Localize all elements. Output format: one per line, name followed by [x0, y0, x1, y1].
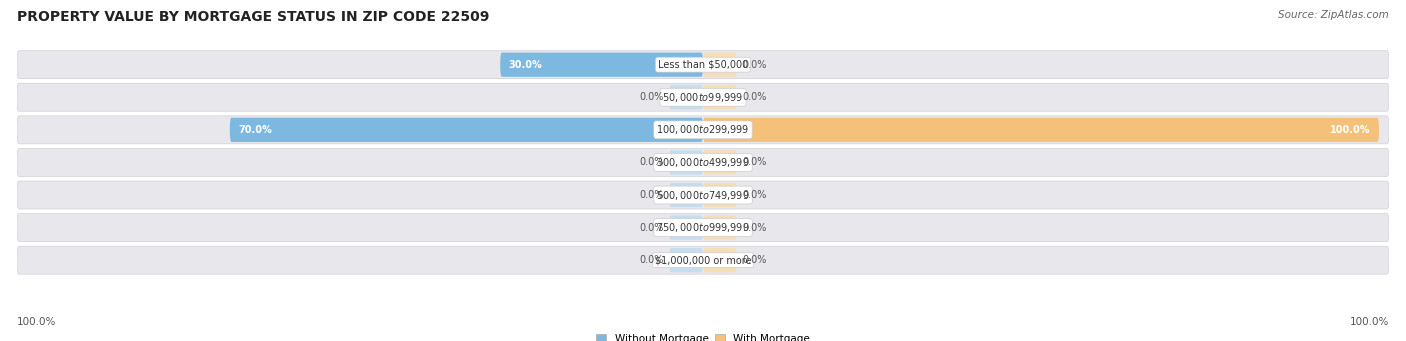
Text: 0.0%: 0.0%: [640, 92, 664, 102]
Text: $750,000 to $999,999: $750,000 to $999,999: [657, 221, 749, 234]
FancyBboxPatch shape: [703, 248, 737, 272]
FancyBboxPatch shape: [703, 216, 737, 240]
FancyBboxPatch shape: [703, 85, 737, 109]
Text: 0.0%: 0.0%: [742, 60, 766, 70]
FancyBboxPatch shape: [669, 216, 703, 240]
Text: $100,000 to $299,999: $100,000 to $299,999: [657, 123, 749, 136]
FancyBboxPatch shape: [669, 150, 703, 175]
Text: 0.0%: 0.0%: [640, 223, 664, 233]
Text: $50,000 to $99,999: $50,000 to $99,999: [662, 91, 744, 104]
FancyBboxPatch shape: [669, 248, 703, 272]
FancyBboxPatch shape: [703, 118, 1379, 142]
Text: 0.0%: 0.0%: [742, 158, 766, 167]
Text: 30.0%: 30.0%: [509, 60, 543, 70]
Text: $300,000 to $499,999: $300,000 to $499,999: [657, 156, 749, 169]
Text: 100.0%: 100.0%: [1330, 125, 1371, 135]
FancyBboxPatch shape: [703, 183, 737, 207]
FancyBboxPatch shape: [669, 183, 703, 207]
Text: 0.0%: 0.0%: [742, 92, 766, 102]
FancyBboxPatch shape: [229, 118, 703, 142]
Text: 100.0%: 100.0%: [17, 317, 56, 327]
Text: 0.0%: 0.0%: [742, 223, 766, 233]
Text: 70.0%: 70.0%: [238, 125, 271, 135]
FancyBboxPatch shape: [17, 214, 1389, 241]
Text: Source: ZipAtlas.com: Source: ZipAtlas.com: [1278, 10, 1389, 20]
Text: PROPERTY VALUE BY MORTGAGE STATUS IN ZIP CODE 22509: PROPERTY VALUE BY MORTGAGE STATUS IN ZIP…: [17, 10, 489, 24]
Text: 0.0%: 0.0%: [640, 255, 664, 265]
FancyBboxPatch shape: [17, 116, 1389, 144]
Text: 100.0%: 100.0%: [1350, 317, 1389, 327]
Text: $1,000,000 or more: $1,000,000 or more: [655, 255, 751, 265]
FancyBboxPatch shape: [703, 150, 737, 175]
FancyBboxPatch shape: [17, 181, 1389, 209]
FancyBboxPatch shape: [703, 53, 737, 77]
FancyBboxPatch shape: [669, 85, 703, 109]
Text: Less than $50,000: Less than $50,000: [658, 60, 748, 70]
Legend: Without Mortgage, With Mortgage: Without Mortgage, With Mortgage: [596, 333, 810, 341]
FancyBboxPatch shape: [501, 53, 703, 77]
FancyBboxPatch shape: [17, 83, 1389, 111]
Text: 0.0%: 0.0%: [640, 158, 664, 167]
Text: $500,000 to $749,999: $500,000 to $749,999: [657, 189, 749, 202]
Text: 0.0%: 0.0%: [742, 190, 766, 200]
Text: 0.0%: 0.0%: [742, 255, 766, 265]
FancyBboxPatch shape: [17, 148, 1389, 176]
Text: 0.0%: 0.0%: [640, 190, 664, 200]
FancyBboxPatch shape: [17, 246, 1389, 274]
FancyBboxPatch shape: [17, 51, 1389, 79]
